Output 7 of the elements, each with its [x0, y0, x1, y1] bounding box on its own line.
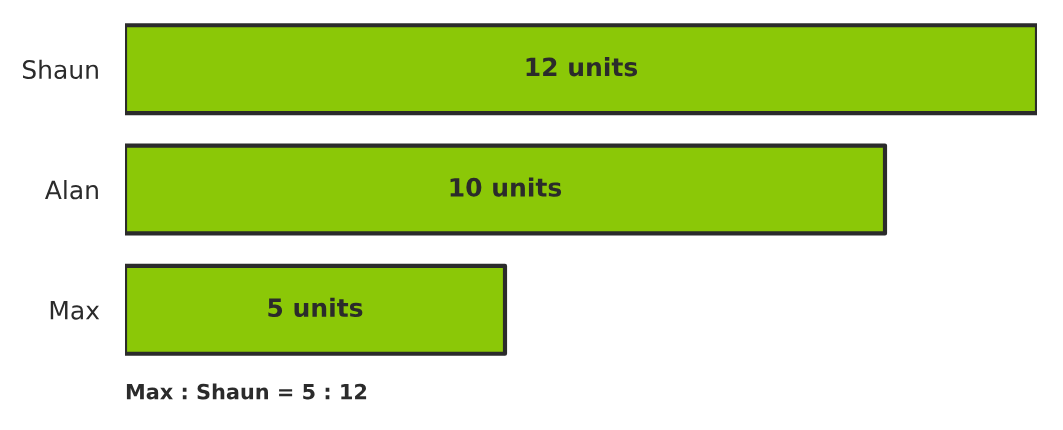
y-tick-label: Shaun — [22, 59, 98, 80]
data-label: 5 units — [268, 297, 363, 318]
text: Max : Shaun = 5 : 12 — [126, 383, 367, 400]
data-label: 12 units — [526, 57, 638, 77]
data-label: 10 units — [450, 177, 562, 197]
y-tick-label: Max — [50, 301, 100, 320]
y-tick-label: Alan — [44, 180, 98, 200]
